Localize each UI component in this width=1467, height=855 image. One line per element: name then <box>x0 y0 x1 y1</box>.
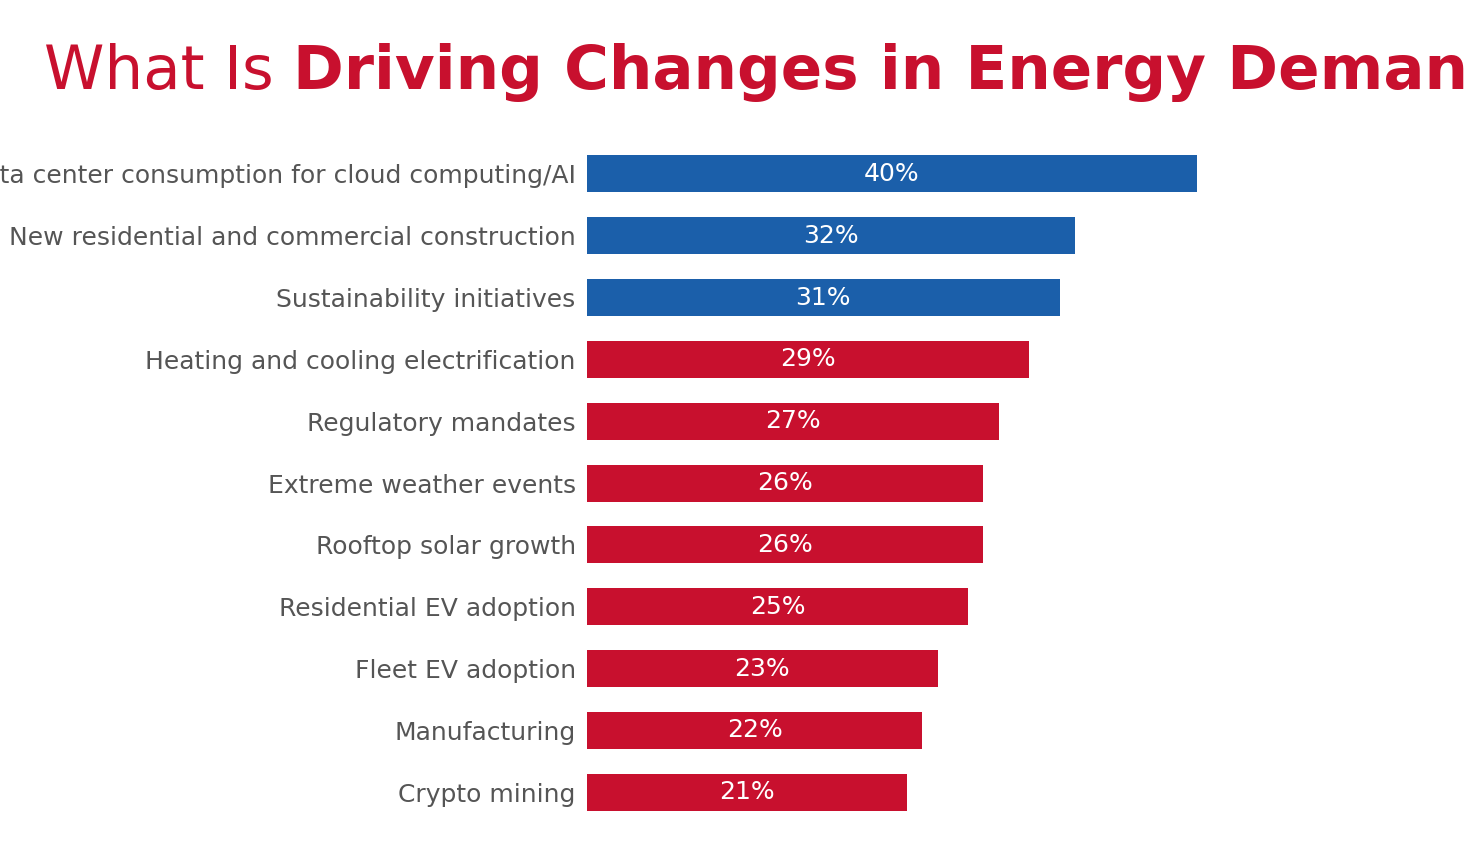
Text: 31%: 31% <box>795 286 851 310</box>
Bar <box>587 403 999 439</box>
Text: Driving Changes in Energy Demand: Driving Changes in Energy Demand <box>293 43 1467 102</box>
Text: 25%: 25% <box>750 595 805 619</box>
Bar <box>587 712 923 749</box>
Text: 26%: 26% <box>757 533 813 557</box>
Text: What Is: What Is <box>44 43 293 102</box>
Bar <box>587 588 968 625</box>
Text: 26%: 26% <box>757 471 813 495</box>
Bar <box>587 650 937 687</box>
Text: 27%: 27% <box>764 410 820 433</box>
Text: 29%: 29% <box>780 347 836 371</box>
Bar <box>587 217 1075 254</box>
Text: 22%: 22% <box>726 718 782 742</box>
Text: 32%: 32% <box>802 224 858 248</box>
Bar <box>587 774 907 811</box>
Text: 40%: 40% <box>864 162 920 186</box>
Bar <box>587 156 1197 192</box>
Bar <box>587 464 983 502</box>
Bar <box>587 527 983 563</box>
Bar <box>587 341 1030 378</box>
Text: 23%: 23% <box>735 657 791 681</box>
Bar <box>587 279 1059 316</box>
Text: 21%: 21% <box>719 781 775 805</box>
